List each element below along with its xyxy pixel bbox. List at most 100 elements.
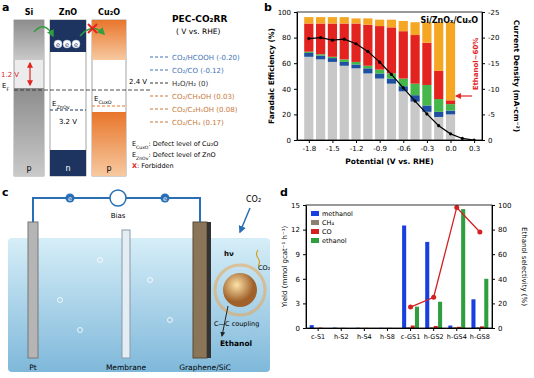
y-axis-tick-mark: [303, 254, 306, 255]
bubble: [98, 258, 103, 263]
y-axis-tick: 0: [296, 325, 306, 333]
y2-axis: 020406080100: [492, 202, 511, 333]
y2-axis-tick: -10: [482, 86, 499, 94]
bar: [340, 62, 349, 66]
line-point: [449, 132, 452, 135]
y-axis-tick-mark: [294, 38, 297, 39]
bar: [363, 66, 372, 69]
x-axis-tick-mark: [318, 328, 319, 331]
electron-label: e: [56, 41, 60, 49]
panel-label: d: [280, 186, 288, 199]
x-axis-tick: c-GS1: [401, 328, 420, 341]
bar: [434, 112, 443, 117]
bar: [340, 59, 349, 62]
legend-swatch: [311, 238, 319, 243]
electron-label: e: [74, 41, 78, 49]
bar: [446, 114, 455, 140]
graphene-layer: [207, 222, 211, 358]
legend-entry: X: Forbidden: [132, 162, 174, 170]
membrane: [122, 230, 130, 358]
electron: [63, 40, 71, 48]
reactant-label: CO₂: [246, 195, 261, 204]
y-axis-tick-label: 20: [282, 111, 291, 119]
x-axis-tick: h-GS2: [424, 328, 444, 341]
bar: [410, 84, 419, 96]
conduction-band: [14, 20, 44, 60]
x-axis-tick: c-S1: [311, 328, 325, 341]
y-axis-tick: 15: [291, 202, 306, 210]
component-label: Graphene/SiC: [179, 363, 231, 372]
line-point: [378, 61, 381, 64]
valence-band: [50, 150, 86, 176]
bubble: [168, 318, 173, 323]
panel-c: cBiaseeCO₂CO₂hνC—C couplingEthanolPtMemb…: [2, 186, 271, 372]
x-axis-tick: -0.9: [373, 140, 387, 153]
bar: [446, 111, 455, 115]
x-axis-tick-label: h-S2: [334, 333, 349, 341]
y2-axis-tick-label: -5: [488, 111, 495, 119]
y2-axis-tick: -25: [482, 9, 499, 17]
x-axis-tick-mark: [474, 140, 475, 143]
annotation-arrow: [456, 95, 472, 96]
bubble: [58, 298, 63, 303]
electron: [72, 40, 80, 48]
x-axis-tick-mark: [403, 140, 404, 143]
reaction-label: CO₂/CO (-0.12): [172, 67, 224, 75]
component-label: Membrane: [106, 363, 147, 372]
y2-axis-tick: 40: [492, 276, 507, 284]
bar: [375, 26, 384, 70]
y-axis-tick: 0: [287, 137, 297, 145]
line-point: [366, 50, 369, 53]
x-axis-tick-mark: [456, 328, 457, 331]
reaction-label: CO₂/CH₄ (0.17): [172, 119, 224, 127]
legend-swatch: [311, 211, 319, 216]
y-axis-tick-label: 100: [278, 9, 291, 17]
y-axis-tick-mark: [294, 114, 297, 115]
bar: [328, 17, 337, 23]
bar: [471, 299, 475, 328]
x-axis-tick: -0.3: [421, 140, 435, 153]
x-axis-tick: -1.5: [326, 140, 340, 153]
bar: [446, 22, 455, 100]
y-axis-tick: 9: [296, 251, 306, 259]
bar: [375, 73, 384, 78]
x-axis-tick: h-GS4: [447, 328, 467, 341]
bar: [316, 54, 325, 55]
conduction-band: [92, 20, 126, 60]
x-axis-tick: -0.6: [397, 140, 411, 153]
x-axis-tick-label: h-S8: [380, 333, 395, 341]
x-axis-tick-mark: [410, 328, 411, 331]
bar: [484, 279, 488, 328]
light-label: hν: [224, 250, 234, 258]
y2-axis-tick: -15: [482, 60, 499, 68]
legend-entry-sub: ZnOv: [136, 156, 149, 161]
line-point: [343, 38, 346, 41]
bar: [434, 99, 443, 112]
bar: [399, 79, 408, 87]
counter-electrode: [28, 222, 38, 358]
bar: [387, 20, 396, 28]
x-axis-tick-mark: [451, 140, 452, 143]
x-axis-tick-mark: [309, 140, 310, 143]
y2-axis-tick-mark: [492, 205, 495, 206]
x-axis-tick: h-S2: [334, 328, 349, 341]
line-point: [307, 37, 310, 40]
y2-axis-tick-mark: [492, 230, 495, 231]
line-point: [413, 99, 416, 102]
line-point: [354, 42, 357, 45]
bar: [410, 102, 419, 140]
panel-label: a: [2, 1, 9, 14]
y-axis-tick-mark: [294, 89, 297, 90]
line-point: [431, 295, 436, 300]
line-point: [437, 124, 440, 127]
bar: [363, 25, 372, 66]
y-axis-tick: 40: [282, 86, 297, 94]
x-axis-line: [298, 140, 483, 141]
x-axis-tick-mark: [332, 140, 333, 143]
bar: [415, 307, 419, 328]
bar: [340, 66, 349, 140]
reaction-level: [150, 109, 170, 110]
x-axis-tick-label: h-GS8: [470, 333, 490, 341]
y2-axis-tick-label: 60: [498, 251, 507, 259]
legend-entry: EZnOv: Defect level of ZnO: [132, 151, 216, 161]
